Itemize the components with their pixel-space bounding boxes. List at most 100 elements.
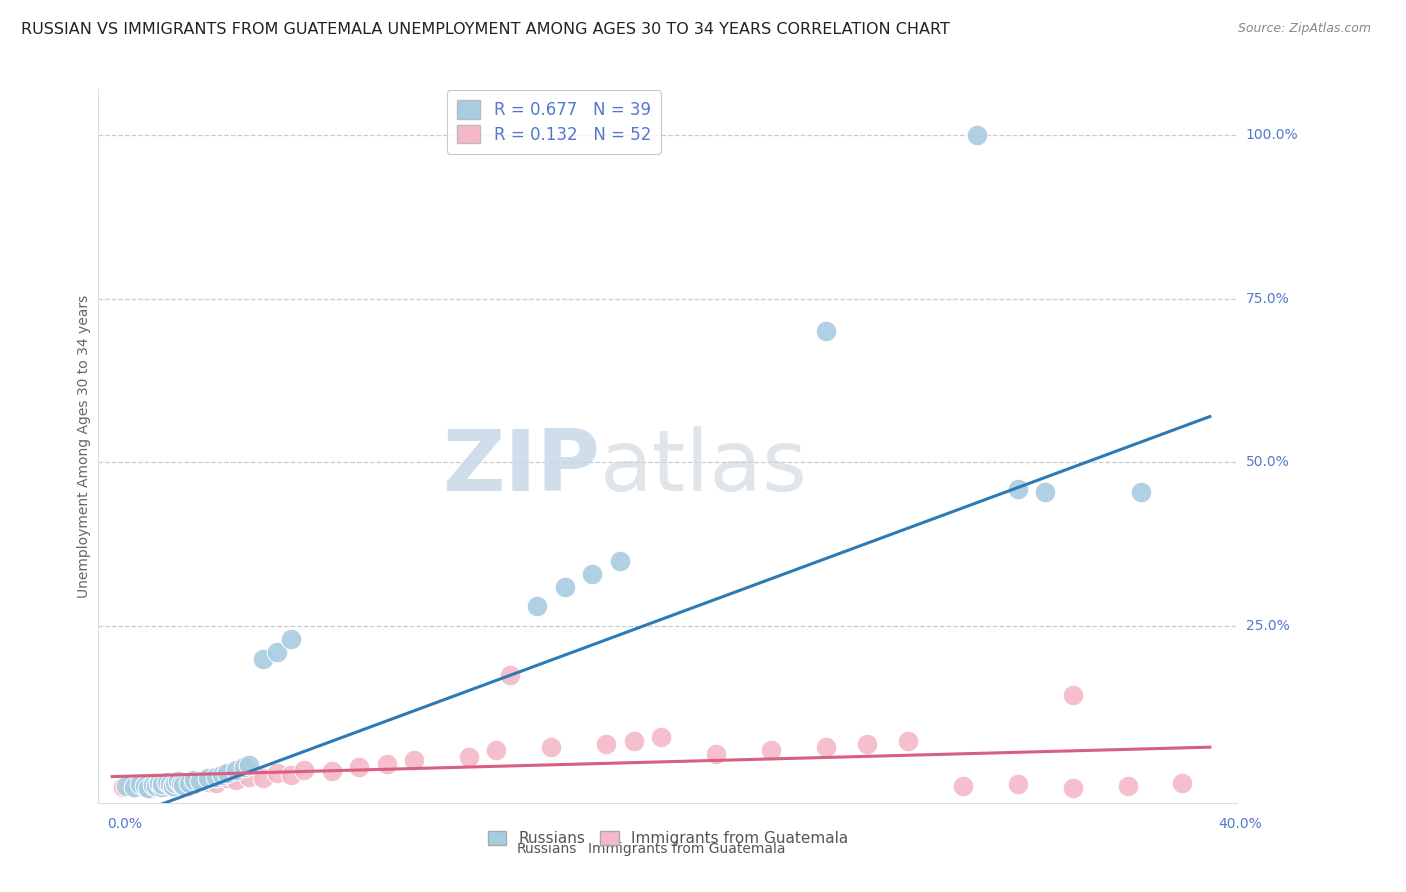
Point: [145, 780, 167, 794]
Text: 0.0%: 0.0%: [107, 817, 142, 831]
Point: [159, 777, 181, 791]
Point: [814, 325, 837, 339]
Point: [1033, 484, 1056, 499]
Legend: Russians, Immigrants from Guatemala: Russians, Immigrants from Guatemala: [481, 825, 855, 852]
Point: [238, 770, 260, 784]
Point: [952, 780, 974, 794]
Point: [540, 740, 562, 755]
Point: [1171, 776, 1194, 790]
Point: [142, 776, 165, 790]
Point: [252, 652, 274, 666]
Point: [280, 768, 302, 782]
Text: Source: ZipAtlas.com: Source: ZipAtlas.com: [1237, 22, 1371, 36]
Point: [252, 771, 274, 785]
Point: [183, 772, 205, 787]
Point: [554, 580, 576, 594]
Text: 75.0%: 75.0%: [1246, 292, 1289, 306]
Point: [402, 753, 425, 767]
Y-axis label: Unemployment Among Ages 30 to 34 years: Unemployment Among Ages 30 to 34 years: [77, 294, 91, 598]
Point: [142, 778, 165, 792]
Point: [499, 668, 522, 682]
Point: [115, 780, 138, 794]
Text: 40.0%: 40.0%: [1218, 817, 1261, 831]
Point: [177, 775, 200, 789]
Point: [112, 780, 135, 794]
Text: ZIP: ZIP: [441, 425, 599, 509]
Point: [1062, 780, 1084, 795]
Point: [217, 771, 239, 785]
Point: [117, 779, 139, 793]
Point: [167, 773, 190, 788]
Point: [485, 743, 508, 757]
Point: [134, 780, 156, 794]
Point: [150, 780, 173, 794]
Point: [205, 776, 228, 790]
Point: [266, 766, 288, 780]
Point: [609, 553, 631, 567]
Text: Russians: Russians: [516, 842, 576, 855]
Point: [177, 779, 200, 793]
Point: [375, 756, 398, 771]
Point: [156, 777, 179, 791]
Text: atlas: atlas: [599, 425, 807, 509]
Point: [581, 566, 603, 581]
Point: [266, 645, 288, 659]
Point: [292, 763, 315, 777]
Point: [188, 774, 211, 789]
Point: [232, 760, 254, 774]
Point: [1130, 484, 1153, 499]
Point: [148, 776, 170, 790]
Point: [457, 750, 479, 764]
Point: [595, 737, 617, 751]
Point: [139, 780, 162, 795]
Text: RUSSIAN VS IMMIGRANTS FROM GUATEMALA UNEMPLOYMENT AMONG AGES 30 TO 34 YEARS CORR: RUSSIAN VS IMMIGRANTS FROM GUATEMALA UNE…: [21, 22, 950, 37]
Point: [1062, 688, 1084, 702]
Point: [167, 778, 190, 792]
Point: [173, 776, 195, 790]
Point: [347, 760, 370, 774]
Point: [153, 779, 176, 793]
Point: [1116, 779, 1139, 793]
Point: [188, 772, 211, 787]
Point: [217, 766, 239, 780]
Point: [205, 770, 228, 784]
Text: 25.0%: 25.0%: [1246, 619, 1289, 633]
Point: [704, 747, 727, 761]
Point: [183, 777, 205, 791]
Point: [650, 731, 672, 745]
Point: [897, 733, 920, 747]
Point: [1007, 777, 1029, 791]
Point: [321, 764, 343, 779]
Point: [134, 779, 156, 793]
Point: [966, 128, 988, 142]
Text: 100.0%: 100.0%: [1246, 128, 1298, 142]
Point: [150, 780, 173, 794]
Point: [197, 771, 219, 785]
Point: [162, 779, 184, 793]
Text: Immigrants from Guatemala: Immigrants from Guatemala: [588, 842, 786, 855]
Point: [170, 777, 193, 791]
Point: [131, 777, 153, 791]
Point: [280, 632, 302, 647]
Point: [156, 775, 179, 789]
Point: [623, 733, 645, 747]
Point: [225, 763, 247, 777]
Point: [197, 775, 219, 789]
Point: [225, 772, 247, 787]
Point: [165, 776, 187, 790]
Point: [1007, 482, 1029, 496]
Point: [814, 740, 837, 755]
Point: [162, 775, 184, 789]
Point: [856, 737, 879, 751]
Point: [159, 780, 181, 794]
Point: [173, 778, 195, 792]
Point: [150, 777, 173, 791]
Point: [122, 780, 145, 794]
Point: [759, 743, 782, 757]
Point: [526, 599, 548, 614]
Point: [122, 780, 145, 795]
Point: [238, 757, 260, 772]
Point: [136, 780, 159, 795]
Point: [136, 778, 159, 792]
Point: [211, 768, 233, 782]
